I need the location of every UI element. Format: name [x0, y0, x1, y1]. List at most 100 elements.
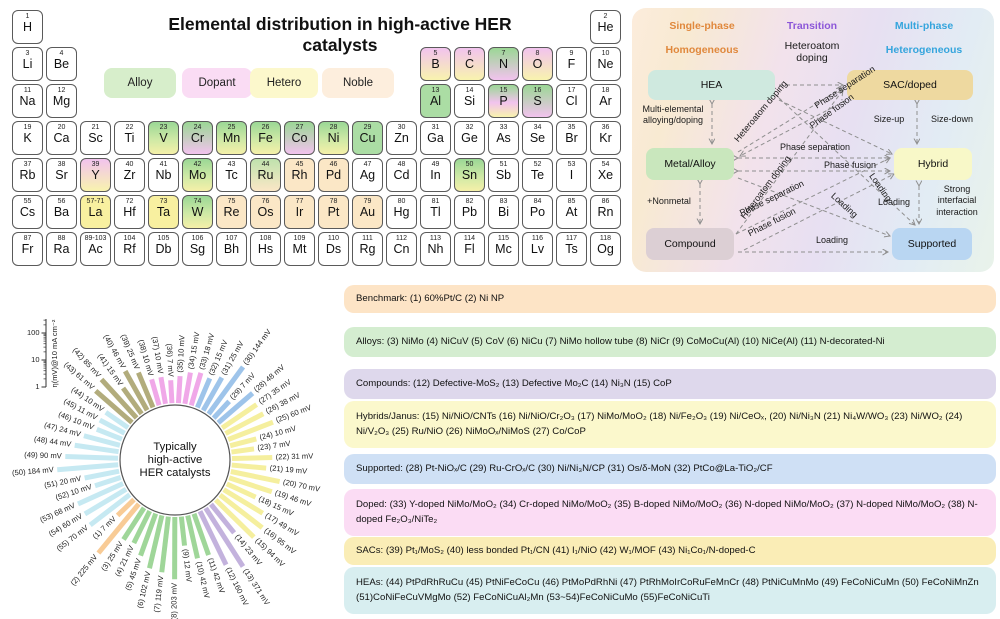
element-symbol: Ru — [257, 168, 274, 182]
element-symbol: Au — [359, 205, 376, 219]
element-number: 17 — [567, 87, 576, 94]
element-li: 3 Li — [12, 47, 43, 81]
element-symbol: Cl — [565, 94, 578, 108]
node-supported: Supported — [892, 228, 972, 260]
element-fr: 87 Fr — [12, 232, 43, 266]
radial-bar-label-8: (8) 203 mV — [169, 582, 178, 619]
element-symbol: P — [499, 94, 508, 108]
element-br: 35 Br — [556, 121, 587, 155]
element-number: 20 — [57, 124, 66, 131]
element-number: 89-103 — [84, 235, 107, 242]
element-symbol: N — [498, 57, 509, 71]
element-mc: 115 Mc — [488, 232, 519, 266]
label-size-up: Size-up — [873, 114, 905, 124]
element-ta: 73 Ta — [148, 195, 179, 229]
radial-bar-39 — [136, 371, 156, 409]
element-number: 6 — [467, 50, 472, 57]
element-rg: 111 Rg — [352, 232, 383, 266]
element-mg: 12 Mg — [46, 84, 77, 118]
diagram-header-single-phase: Single-phase — [669, 20, 735, 32]
radial-bar-30 — [206, 365, 246, 416]
element-number: 116 — [531, 235, 544, 242]
element-pb: 82 Pb — [454, 195, 485, 229]
element-number: 51 — [499, 161, 508, 168]
radial-bar-53 — [76, 481, 125, 507]
element-number: 5 — [433, 50, 438, 57]
element-hg: 80 Hg — [386, 195, 417, 229]
element-symbol: Sg — [189, 242, 206, 256]
element-ca: 20 Ca — [46, 121, 77, 155]
label-multi-elemental: Multi-elemental alloying/doping — [642, 104, 704, 126]
element-symbol: I — [569, 168, 574, 182]
element-symbol: Mt — [292, 242, 307, 256]
radial-bar-label-49: (49) 90 mV — [24, 450, 63, 460]
element-number: 28 — [329, 124, 338, 131]
element-ir: 77 Ir — [284, 195, 315, 229]
diagram-header-heteroatom-doping: Heteroatom doping — [784, 40, 840, 64]
element-number: 16 — [533, 87, 542, 94]
radial-bar-20 — [230, 469, 281, 484]
element-number: 57-71 — [86, 198, 105, 205]
element-xe: 54 Xe — [590, 158, 621, 192]
axis-tick-label: 1 — [35, 382, 39, 391]
element-symbol: Be — [53, 57, 70, 71]
element-symbol: F — [567, 57, 576, 71]
element-number: 31 — [431, 124, 440, 131]
radial-bar-6 — [147, 514, 165, 569]
radial-bar-31 — [201, 376, 225, 412]
element-number: 39 — [91, 161, 100, 168]
element-symbol: Al — [429, 94, 442, 108]
element-number: 75 — [227, 198, 236, 205]
element-number: 41 — [159, 161, 168, 168]
radial-bar-label-50: (50) 184 mV — [12, 465, 55, 477]
radial-bar-50 — [57, 462, 119, 473]
element-number: 54 — [601, 161, 610, 168]
diagram-header-heterogeneous: Heterogeneous — [885, 44, 963, 56]
radial-bar-label-2: (2) 225 mV — [68, 552, 99, 587]
element-cd: 48 Cd — [386, 158, 417, 192]
radial-bar-19 — [228, 475, 273, 495]
element-p: 15 P — [488, 84, 519, 118]
element-number: 23 — [159, 124, 168, 131]
element-symbol: Li — [22, 57, 33, 71]
element-k: 19 K — [12, 121, 43, 155]
chart-title-line: Typically — [153, 441, 197, 453]
element-as: 33 As — [488, 121, 519, 155]
radial-bar-48 — [74, 442, 119, 455]
element-symbol: Mc — [495, 242, 512, 256]
element-number: 21 — [91, 124, 100, 131]
legend-row-compounds: Compounds: (12) Defective-MoS₂ (13) Defe… — [344, 369, 996, 399]
element-la: 57-71 La — [80, 195, 111, 229]
element-number: 44 — [261, 161, 270, 168]
element-symbol: Re — [223, 205, 240, 219]
legend-row-heas: HEAs: (44) PtPdRhRuCu (45) PtNiFeCoCu (4… — [344, 567, 996, 614]
element-be: 4 Be — [46, 47, 77, 81]
element-mn: 25 Mn — [216, 121, 247, 155]
element-sg: 106 Sg — [182, 232, 213, 266]
element-number: 25 — [227, 124, 236, 131]
legend-chip-hetero: Hetero — [250, 68, 318, 98]
element-ga: 31 Ga — [420, 121, 451, 155]
element-in: 49 In — [420, 158, 451, 192]
element-number: 115 — [497, 235, 510, 242]
element-hs: 108 Hs — [250, 232, 281, 266]
radial-bar-label-35: (35) 10 mV — [175, 334, 186, 373]
element-tc: 43 Tc — [216, 158, 247, 192]
element-number: 86 — [601, 198, 610, 205]
element-number: 111 — [362, 235, 373, 242]
radial-bar-label-22: (22) 31 mV — [276, 451, 315, 461]
element-symbol: Mn — [222, 131, 241, 145]
element-number: 3 — [25, 50, 30, 57]
element-at: 85 At — [556, 195, 587, 229]
element-symbol: Mo — [188, 168, 207, 182]
element-symbol: Ds — [325, 242, 342, 256]
label-loading-3: Loading — [815, 235, 849, 245]
element-os: 76 Os — [250, 195, 281, 229]
element-number: 80 — [397, 198, 406, 205]
element-number: 87 — [23, 235, 32, 242]
element-number: 19 — [23, 124, 32, 131]
element-pd: 46 Pd — [318, 158, 349, 192]
element-symbol: Bh — [223, 242, 240, 256]
element-number: 37 — [23, 161, 32, 168]
